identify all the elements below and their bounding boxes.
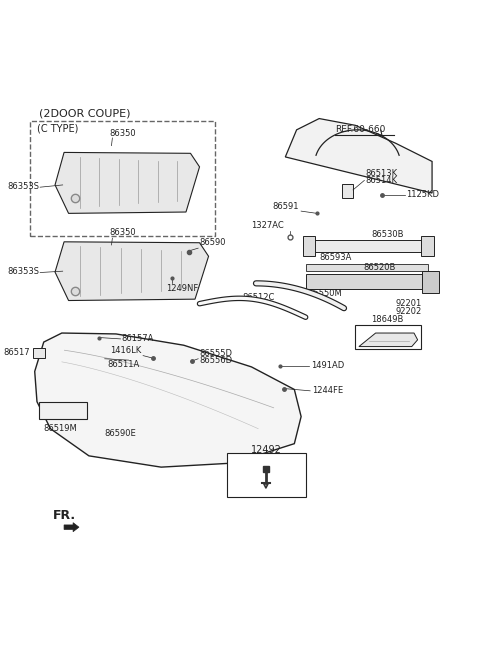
Text: (C TYPE): (C TYPE): [37, 123, 78, 133]
Text: 86530B: 86530B: [371, 230, 404, 239]
Text: 86517: 86517: [3, 349, 30, 358]
Polygon shape: [55, 152, 200, 213]
Text: 86555D: 86555D: [199, 349, 232, 358]
Polygon shape: [285, 119, 432, 193]
Text: 86511A: 86511A: [108, 360, 140, 369]
Polygon shape: [303, 240, 430, 252]
Text: 1244FE: 1244FE: [312, 386, 343, 395]
Polygon shape: [55, 242, 208, 301]
Text: 86519M: 86519M: [44, 424, 77, 434]
Polygon shape: [306, 264, 428, 271]
Bar: [39, 402, 87, 419]
Polygon shape: [342, 184, 353, 198]
Text: 1491AD: 1491AD: [311, 362, 344, 371]
Text: 86590E: 86590E: [105, 429, 136, 438]
Text: 92201: 92201: [396, 299, 422, 308]
Text: 86512C: 86512C: [242, 294, 275, 303]
Text: 86350: 86350: [109, 228, 136, 237]
Text: 86591: 86591: [272, 202, 299, 211]
Polygon shape: [422, 271, 439, 294]
Polygon shape: [421, 236, 434, 256]
Text: 1125KD: 1125KD: [407, 190, 439, 199]
Text: 86353S: 86353S: [7, 267, 39, 276]
Text: 86520B: 86520B: [363, 263, 396, 272]
Text: 1327AC: 1327AC: [251, 221, 284, 230]
Text: 18649B: 18649B: [371, 315, 403, 324]
Text: 86593A: 86593A: [319, 253, 351, 262]
Text: 86514K: 86514K: [365, 176, 397, 185]
Bar: [355, 325, 421, 349]
Polygon shape: [35, 333, 301, 467]
Text: 86556D: 86556D: [199, 356, 232, 365]
Text: 86353S: 86353S: [7, 182, 39, 191]
Polygon shape: [303, 236, 315, 256]
Polygon shape: [64, 523, 79, 532]
Text: 1416LK: 1416LK: [110, 345, 141, 354]
Text: REF.60-660: REF.60-660: [335, 125, 385, 134]
Text: 1249NF: 1249NF: [166, 284, 198, 294]
Text: 86590: 86590: [200, 238, 226, 248]
Text: 12492: 12492: [251, 445, 281, 455]
Text: 86157A: 86157A: [122, 334, 154, 343]
Text: (2DOOR COUPE): (2DOOR COUPE): [39, 108, 131, 118]
Polygon shape: [306, 274, 432, 289]
Bar: [227, 453, 306, 497]
Bar: [33, 348, 45, 358]
Text: 86550M: 86550M: [308, 289, 342, 298]
Text: FR.: FR.: [53, 509, 76, 522]
Polygon shape: [359, 333, 418, 347]
Text: 86350: 86350: [109, 128, 136, 137]
Text: 92202: 92202: [396, 307, 422, 316]
Text: 86513K: 86513K: [365, 168, 397, 178]
Bar: [30, 121, 216, 236]
